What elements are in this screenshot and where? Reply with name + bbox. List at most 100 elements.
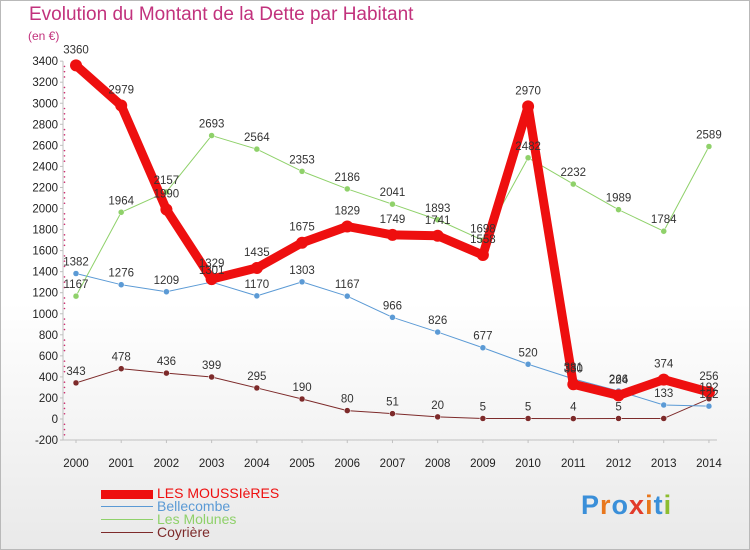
data-label: 1741 [425,215,451,227]
data-label: 381 [564,362,583,374]
data-label: 677 [473,331,492,343]
data-label: 1276 [108,268,134,280]
data-point [434,413,441,421]
y-minor-tick [63,91,66,94]
y-minor-tick [63,128,66,131]
data-point [431,229,444,242]
y-minor-tick [63,433,66,436]
legend-swatch [101,532,153,533]
data-label: 2041 [380,187,406,199]
data-point [615,206,622,213]
logo-letter: i [663,490,673,520]
data-label: 1749 [380,214,406,226]
data-label: 1303 [289,265,315,277]
y-minor-tick [63,428,66,431]
data-label: 266 [609,374,628,386]
data-label: 343 [66,366,85,378]
x-tick-label: 2009 [470,458,496,470]
data-point [117,365,125,372]
data-point [253,292,261,300]
data-point [660,227,667,235]
y-tick-label: 400 [39,372,58,384]
logo-letter: x [629,490,646,520]
y-tick-label: 200 [39,393,58,405]
data-label: 399 [202,360,221,372]
data-point [702,386,715,399]
y-minor-tick [63,402,66,405]
data-point [615,415,622,422]
y-minor-tick [63,328,66,331]
y-tick-label: 1200 [32,288,58,300]
data-point [72,292,80,300]
data-point [70,59,82,72]
data-label: 122 [699,389,718,401]
data-label: 966 [383,300,402,312]
y-tick-label: -200 [35,435,58,447]
data-label: 3360 [63,44,89,56]
data-point [570,180,577,188]
y-minor-tick [63,349,66,352]
y-minor-tick [63,155,66,157]
unit-label: (en €) [28,29,60,43]
legend-label: Coyrière [157,524,210,540]
data-label: 1558 [470,234,496,246]
data-label: 1829 [334,205,360,217]
y-minor-tick [63,391,66,394]
x-tick-label: 2010 [515,458,541,470]
data-label: 1675 [289,222,315,234]
data-label: 1329 [199,258,225,270]
y-tick-label: 600 [39,351,58,363]
data-point [705,143,713,150]
data-point [115,99,128,112]
y-tick-label: 2800 [32,119,58,131]
legend-swatch [101,506,153,507]
legend-label: LES MOUSSIèRES [157,485,280,501]
logo-letter: o [611,490,630,520]
data-label: 5 [525,401,531,413]
data-point [208,132,215,139]
y-minor-tick [63,212,66,215]
y-minor-tick [63,65,66,68]
data-point [208,373,215,381]
chart-title: Evolution du Montant de la Dette par Hab… [29,4,414,25]
data-point [253,145,261,153]
y-minor-tick [63,260,66,262]
data-point [434,328,441,336]
y-minor-tick [63,197,66,199]
x-tick-label: 2012 [606,458,632,470]
y-minor-tick [63,370,66,373]
data-point [705,402,713,410]
data-point [660,401,667,409]
data-label: 520 [519,347,538,359]
data-label: 1167 [64,279,89,291]
legend-label: Bellecombe [157,498,231,514]
y-minor-tick [63,202,66,205]
y-minor-tick [63,423,66,426]
data-label: 4 [570,402,577,414]
logo-letter: t [653,490,664,520]
data-point [344,292,351,300]
data-label: 51 [386,397,399,409]
y-tick-label: 800 [39,330,58,342]
data-point [660,415,667,422]
data-label: 2589 [696,130,722,142]
data-label: 2157 [154,175,180,187]
data-point [160,203,173,216]
data-point [117,209,125,216]
y-tick-label: 3400 [32,56,58,68]
data-point [522,100,535,113]
data-label: 5 [480,401,486,413]
data-label: 826 [428,315,447,327]
y-minor-tick [63,139,66,141]
data-point [298,278,306,286]
y-minor-tick [63,181,66,183]
data-label: 1435 [244,247,270,259]
data-point [250,261,263,274]
y-tick-label: 0 [52,414,58,426]
y-minor-tick [63,218,66,220]
data-point [117,281,125,288]
y-minor-tick [63,386,66,389]
legend-label: Les Molunes [157,511,237,527]
y-minor-tick [63,323,66,326]
